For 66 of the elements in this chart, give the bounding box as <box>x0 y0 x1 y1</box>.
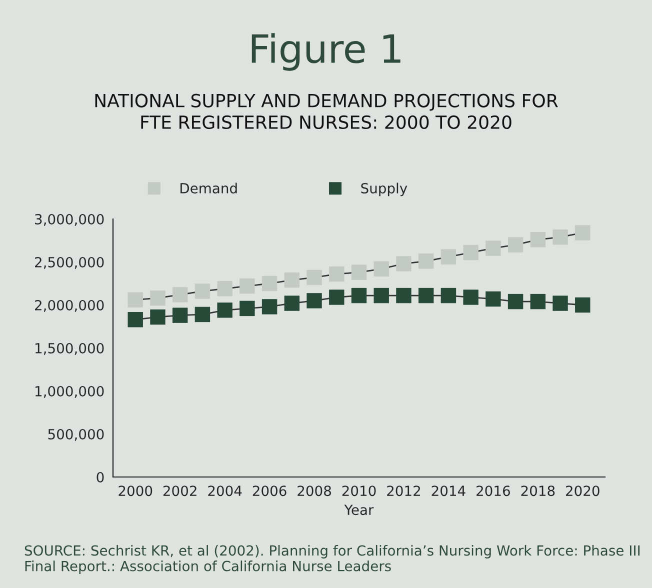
point <box>262 276 278 292</box>
point <box>284 272 300 288</box>
point <box>374 288 389 304</box>
y-tick-label: 3,000,000 <box>35 214 104 226</box>
point <box>530 294 546 310</box>
x-tick-label: 2018 <box>521 486 555 496</box>
x-tick-label: 2014 <box>432 486 466 496</box>
chart-title: Figure 1 <box>252 33 400 71</box>
point <box>396 288 412 304</box>
point <box>418 254 434 269</box>
y-tick-label: 2,000,000 <box>35 300 104 312</box>
x-tick-label: 2016 <box>476 486 510 496</box>
source-note: SOURCE: Sechrist KR, et al (2002). Planning for California’s Nursing Work Force: Phase III Final Report.: Association of California Nurse Leaders <box>24 545 640 574</box>
point <box>128 292 143 308</box>
point <box>396 256 412 272</box>
x-axis-title: Year <box>344 504 374 516</box>
point <box>351 264 367 280</box>
point <box>150 309 166 325</box>
y-tick-label: 1,500,000 <box>36 342 104 355</box>
point <box>530 232 546 248</box>
point <box>552 296 568 311</box>
point <box>217 281 232 296</box>
x-tick-label: 2004 <box>208 486 242 496</box>
point <box>329 266 344 282</box>
x-tick-label: 2002 <box>163 486 196 496</box>
point <box>262 299 278 314</box>
x-tick-label: 2012 <box>387 486 420 496</box>
point <box>440 288 456 304</box>
point <box>463 244 478 260</box>
point <box>240 300 255 316</box>
point <box>575 297 590 313</box>
y-tick-label: 2,500,000 <box>35 256 104 269</box>
point <box>508 237 524 252</box>
point <box>172 308 188 323</box>
x-tick-label: 2006 <box>252 486 286 496</box>
point <box>217 302 232 318</box>
legend-label: Supply <box>361 182 408 196</box>
point <box>172 287 188 302</box>
point <box>552 229 568 245</box>
point <box>329 290 344 305</box>
y-tick-label: 0 <box>96 472 104 482</box>
point <box>575 225 590 240</box>
point <box>240 278 255 294</box>
point <box>418 288 434 304</box>
point <box>284 296 300 311</box>
point <box>463 290 478 305</box>
point <box>486 291 501 307</box>
y-tick-label: 1,000,000 <box>36 386 104 398</box>
point <box>306 293 322 308</box>
point <box>194 306 210 322</box>
point <box>306 270 322 286</box>
x-tick-label: 2000 <box>118 486 152 496</box>
x-tick-label: 2020 <box>566 486 600 496</box>
x-tick-label: 2010 <box>342 486 376 496</box>
point <box>374 261 389 276</box>
y-tick-label: 500,000 <box>48 428 104 441</box>
point <box>508 294 524 310</box>
legend-label: Demand <box>180 182 237 194</box>
point <box>440 249 456 264</box>
point <box>194 284 210 299</box>
x-tick-label: 2008 <box>298 486 331 496</box>
point <box>150 290 166 306</box>
point <box>351 288 367 304</box>
point <box>128 312 143 328</box>
point <box>486 240 501 256</box>
chart-subtitle: NATIONAL SUPPLY AND DEMAND PROJECTIONS FOR FTE REGISTERED NURSES: 2000 TO 2020 <box>95 94 558 130</box>
